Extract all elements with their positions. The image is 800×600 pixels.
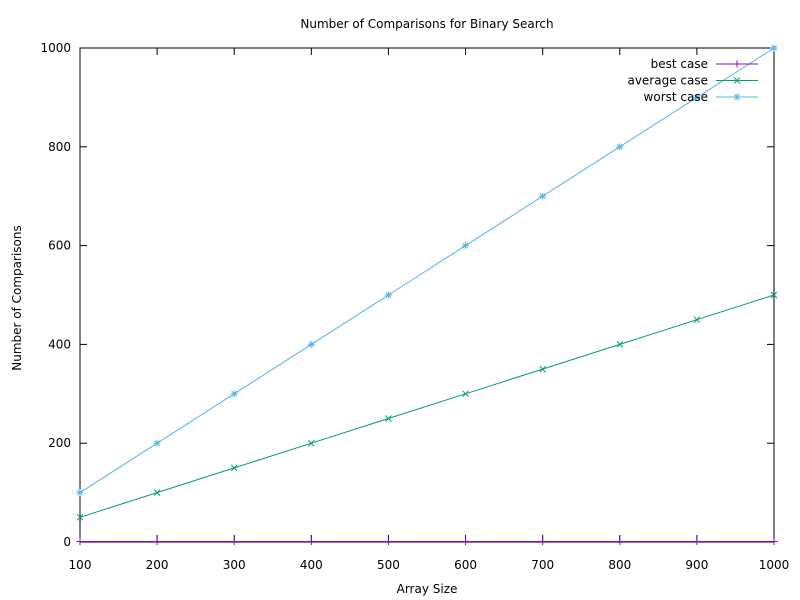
- x-tick-label: 100: [69, 558, 92, 572]
- data-point-series-3: [770, 44, 778, 52]
- legend: best case average case worst case: [627, 57, 758, 104]
- x-tick-label: 800: [608, 558, 631, 572]
- x-tick-label: 1000: [759, 558, 790, 572]
- data-point-series-2: [76, 513, 84, 521]
- x-tick-label: 300: [223, 558, 246, 572]
- series-line-2: [79, 294, 775, 518]
- data-point-series-2: [385, 415, 392, 422]
- y-tick-label: 600: [48, 239, 71, 253]
- y-tick-label: 200: [48, 436, 71, 450]
- data-point-series-1: [76, 538, 84, 546]
- legend-marker: [733, 60, 741, 68]
- legend-label: worst case: [644, 90, 708, 104]
- data-point-series-2: [462, 390, 469, 398]
- data-point-series-2: [616, 341, 624, 348]
- data-point-series-2: [153, 489, 161, 496]
- x-tick-label: 600: [454, 558, 477, 572]
- data-point-series-1: [384, 538, 392, 546]
- data-point-series-3: [76, 489, 84, 497]
- data-point-series-2: [230, 464, 238, 472]
- data-point-series-3: [693, 93, 701, 101]
- y-tick-label: 0: [63, 535, 71, 549]
- data-point-series-2: [539, 365, 547, 373]
- axis-ticks: 0 200 400 600 800 1000 100 200 300 400 500 600 700 80…: [40, 41, 789, 572]
- legend-marker: [733, 93, 741, 101]
- data-point-series-1: [770, 538, 778, 546]
- legend-marker: [733, 77, 741, 84]
- data-point-series-1: [693, 538, 701, 546]
- chart-title: Number of Comparisons for Binary Search: [300, 17, 553, 31]
- x-axis-label: Array Size: [397, 582, 458, 596]
- plot-frame: [79, 47, 775, 543]
- data-point-series-3: [153, 439, 161, 447]
- series-line-3: [79, 47, 775, 494]
- data-point-series-1: [230, 538, 238, 546]
- data-point-series-3: [307, 340, 315, 348]
- series-group: [76, 44, 778, 546]
- data-point-series-3: [462, 242, 470, 250]
- data-point-series-2: [770, 291, 778, 299]
- x-tick-label: 200: [146, 558, 169, 572]
- y-tick-label: 400: [48, 337, 71, 351]
- data-point-series-3: [539, 192, 547, 200]
- data-point-series-1: [616, 538, 624, 546]
- data-point-series-1: [462, 538, 470, 546]
- x-tick-label: 700: [531, 558, 554, 572]
- data-point-series-2: [307, 439, 315, 447]
- legend-label: best case: [651, 57, 708, 71]
- legend-label: average case: [627, 74, 708, 88]
- data-point-series-3: [230, 390, 238, 398]
- y-axis-label: Number of Comparisons: [10, 225, 24, 371]
- y-tick-label: 800: [48, 140, 71, 154]
- data-point-series-2: [693, 316, 701, 324]
- data-point-series-1: [153, 538, 161, 546]
- data-point-series-3: [616, 143, 624, 151]
- data-point-series-3: [384, 291, 392, 299]
- data-point-series-1: [307, 538, 315, 546]
- data-point-series-1: [539, 538, 547, 546]
- x-tick-label: 900: [685, 558, 708, 572]
- x-tick-label: 500: [377, 558, 400, 572]
- y-tick-label: 1000: [40, 41, 71, 55]
- x-tick-label: 400: [300, 558, 323, 572]
